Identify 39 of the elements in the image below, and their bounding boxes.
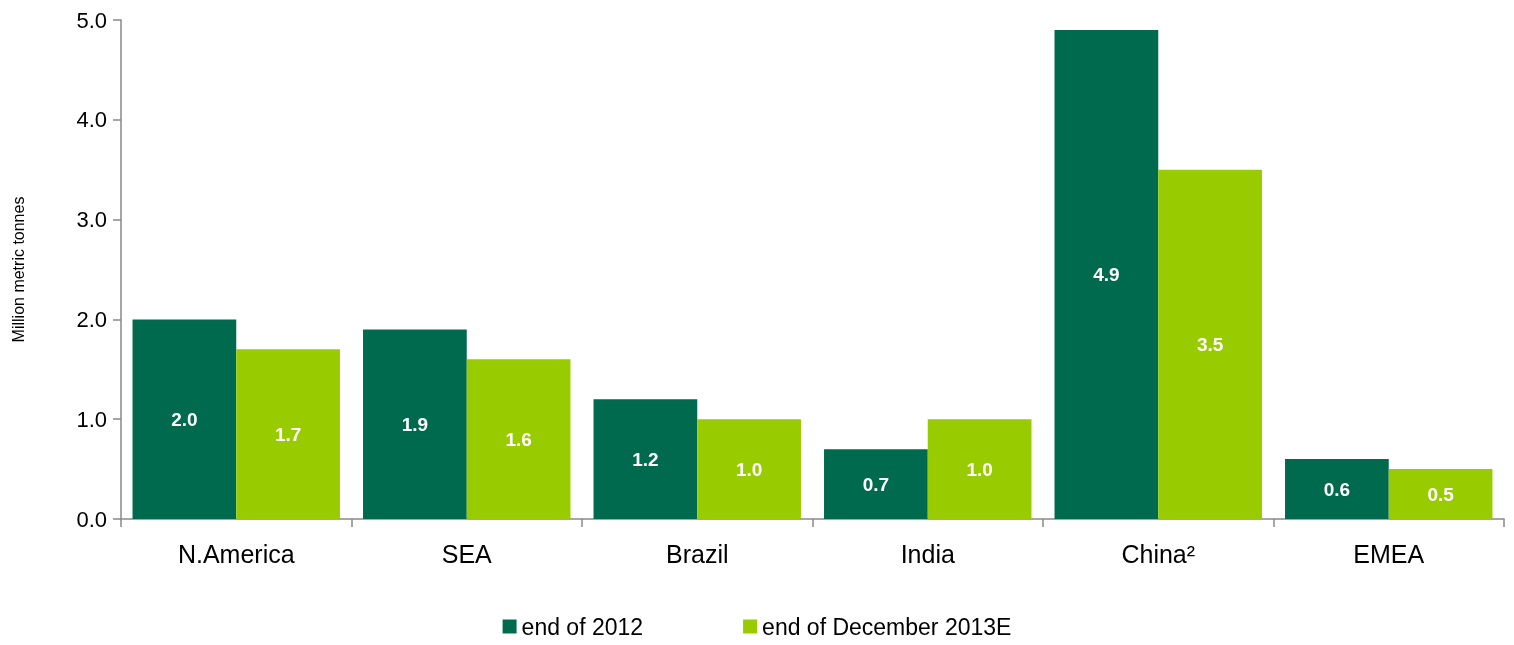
bar [927, 419, 1032, 519]
bar [1158, 169, 1262, 519]
x-tick-label: SEA [441, 539, 493, 568]
legend-label: end of 2012 [521, 613, 644, 640]
data-label: 1.2 [632, 448, 659, 470]
bar [1054, 29, 1159, 519]
data-label: 0.6 [1323, 478, 1351, 500]
bar [236, 349, 340, 519]
data-label: 1.9 [401, 413, 429, 435]
y-tick-label: 4.0 [76, 107, 107, 133]
data-label: 1.7 [274, 423, 302, 445]
y-axis-title: Million metric tonnes [9, 196, 27, 343]
y-tick-label: 2.0 [76, 306, 107, 332]
data-label: 4.9 [1093, 263, 1120, 285]
data-label: 0.7 [862, 473, 890, 495]
data-label: 0.5 [1427, 483, 1455, 505]
bar [1388, 469, 1493, 519]
legend-label: end of December 2013E [762, 613, 1012, 640]
x-tick-label: N.America [177, 539, 295, 568]
bar [824, 449, 928, 519]
data-label: 1.0 [966, 458, 993, 480]
data-label: 3.5 [1196, 333, 1224, 355]
bar [697, 419, 801, 519]
data-label: 2.0 [171, 408, 198, 430]
x-tick-label: China² [1121, 539, 1196, 568]
x-tick-label: Brazil [665, 539, 729, 568]
y-tick-label: 0.0 [76, 506, 107, 532]
y-tick-label: 3.0 [76, 207, 107, 233]
bar [466, 359, 571, 519]
data-label: 1.6 [505, 428, 532, 450]
data-label: 1.0 [735, 458, 763, 480]
bar [593, 399, 698, 519]
bar [1285, 459, 1389, 519]
y-tick-label: 1.0 [76, 406, 107, 432]
x-tick-label: India [900, 539, 955, 568]
bar [363, 329, 467, 519]
x-tick-label: EMEA [1353, 539, 1425, 568]
y-tick-label: 5.0 [76, 7, 107, 33]
bar [132, 319, 237, 519]
